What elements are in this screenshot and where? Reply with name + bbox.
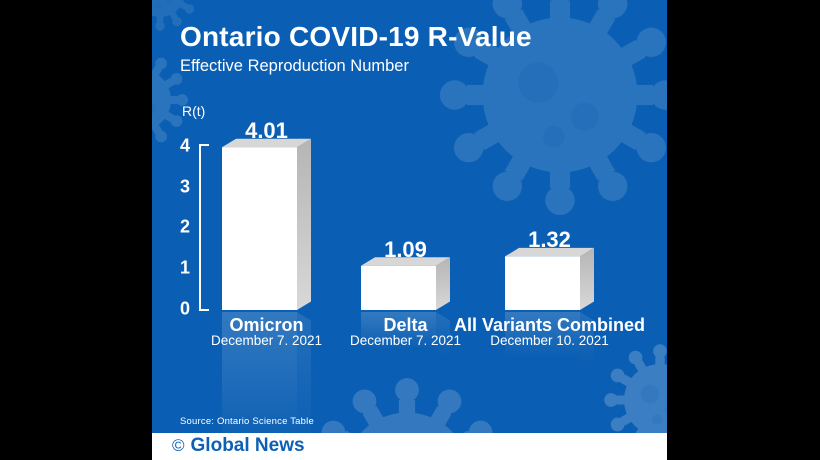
y-axis-label: R(t) — [182, 103, 206, 119]
bar-category-label: All Variants Combined — [453, 315, 646, 335]
bar-value-label: 1.09 — [384, 236, 427, 262]
chart-subtitle: Effective Reproduction Number — [180, 57, 409, 75]
y-tick-2: 2 — [179, 216, 190, 237]
brand-name: Global News — [190, 435, 305, 456]
bar-date-label: December 7. 2021 — [210, 333, 323, 348]
chart-graphic: Ontario COVID-19 R-Value Effective Repro… — [152, 0, 667, 433]
chart-title: Ontario COVID-19 R-Value — [180, 21, 532, 52]
letterbox-right — [667, 0, 820, 460]
y-tick-3: 3 — [179, 176, 190, 197]
bar-category-label: Omicron — [229, 315, 304, 335]
bars-layer — [222, 138, 594, 433]
y-tick-0: 0 — [179, 298, 190, 318]
global-news-logo: © Global News — [172, 433, 305, 460]
bar-category-label: Delta — [383, 315, 428, 335]
bar-value-label: 1.32 — [528, 227, 571, 253]
letterbox-left — [0, 0, 152, 460]
footer-strip: © Global News — [152, 433, 667, 460]
y-axis-line — [199, 144, 209, 311]
infographic-artboard: Ontario COVID-19 R-Value Effective Repro… — [152, 0, 667, 460]
bar-value-label: 4.01 — [245, 118, 288, 144]
copyright-icon: © — [172, 436, 185, 455]
y-tick-1: 1 — [179, 257, 190, 278]
y-tick-4: 4 — [179, 135, 190, 156]
bar-date-label: December 7. 2021 — [349, 333, 462, 348]
bar-date-label: December 10. 2021 — [490, 333, 609, 348]
source-note: Source: Ontario Science Table — [180, 416, 314, 427]
